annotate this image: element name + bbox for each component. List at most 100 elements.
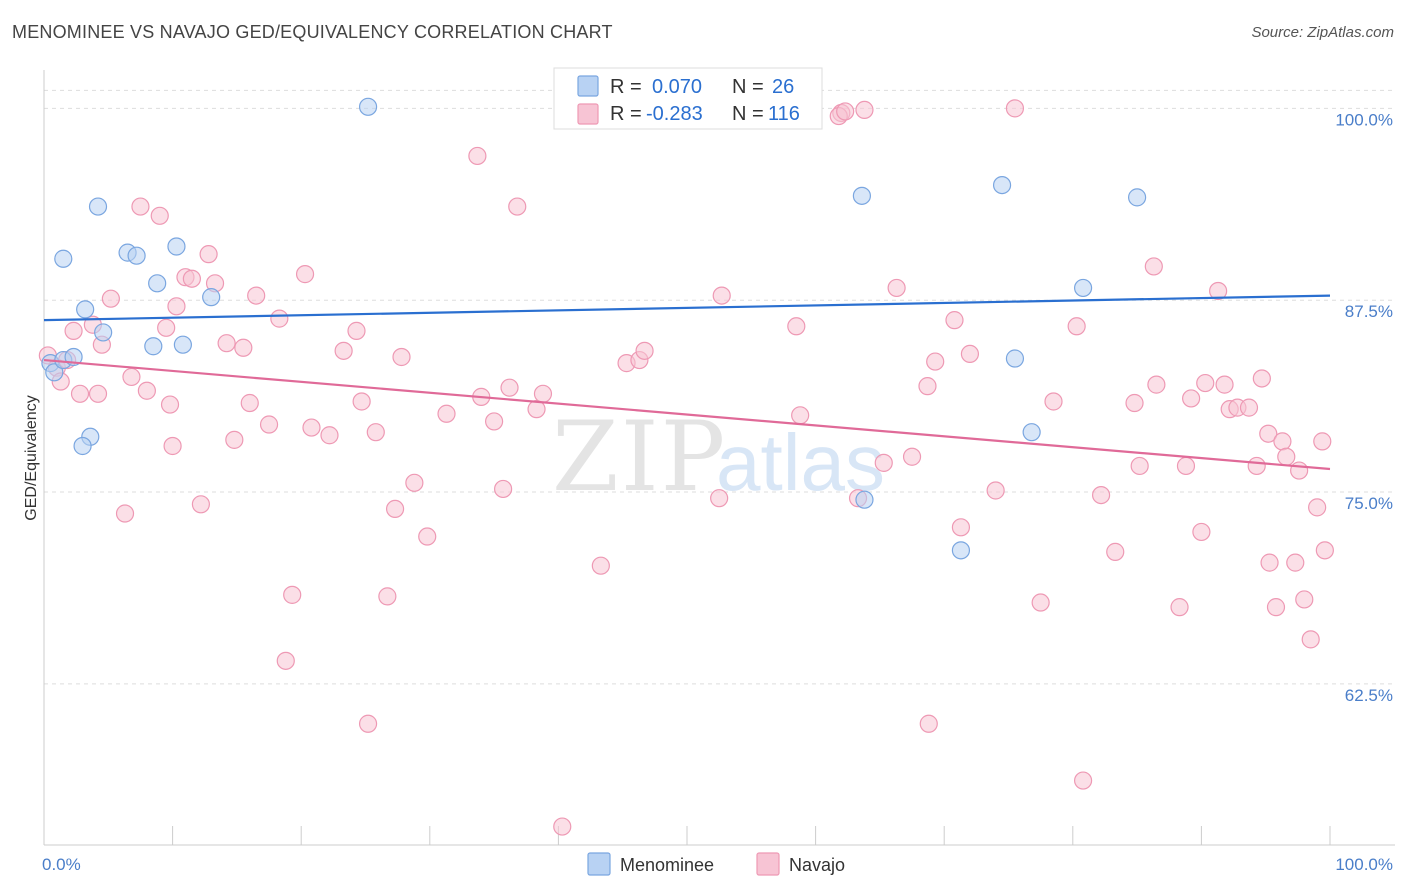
legend-n-label-navajo: N = [732, 103, 764, 125]
navajo-point [240, 393, 259, 413]
x-tick-labels: 0.0% 100.0% [42, 855, 1393, 874]
bottom-legend-label-menominee: Menominee [620, 855, 714, 875]
navajo-point [635, 341, 654, 360]
navajo-point [157, 318, 176, 337]
legend-box [553, 67, 823, 130]
y-tick-label: 100.0% [1335, 110, 1393, 129]
navajo-point [1176, 456, 1196, 476]
navajo-point [234, 338, 253, 357]
navajo-point [378, 587, 397, 606]
navajo-point [352, 392, 371, 411]
navajo-point [1215, 375, 1234, 394]
legend-r-label-menominee: R = [610, 76, 642, 98]
navajo-point [1260, 553, 1279, 572]
menominee-point [855, 490, 874, 509]
bottom-legend-swatch-menominee [587, 852, 611, 876]
navajo-point [1286, 553, 1305, 572]
navajo-point [787, 317, 806, 336]
navajo-trend-line [43, 358, 1331, 471]
legend-swatch-navajo [577, 103, 599, 125]
navajo-point [1313, 432, 1332, 451]
navajo-point [160, 395, 180, 414]
navajo-point [366, 423, 385, 442]
y-tick-label: 62.5% [1345, 686, 1393, 705]
navajo-point [468, 146, 487, 166]
navajo-point [887, 278, 906, 298]
navajo-point [960, 344, 980, 364]
navajo-point [919, 714, 938, 733]
gridlines [44, 89, 1395, 685]
navajo-point [1315, 541, 1334, 560]
navajo-point [902, 447, 922, 466]
menominee-point [148, 274, 167, 293]
navajo-point [199, 245, 218, 264]
navajo-point [1273, 432, 1292, 451]
menominee-point [144, 337, 163, 356]
navajo-point [225, 430, 244, 449]
navajo-point [88, 384, 108, 403]
navajo-point [1295, 590, 1314, 609]
menominee-point [45, 363, 64, 382]
menominee-point [173, 335, 192, 354]
menominee-point [167, 237, 186, 256]
navajo-point [1170, 598, 1189, 617]
legend: R = 0.070 N = 26 R = -0.283 N = 116 [553, 67, 823, 130]
navajo-point [302, 418, 321, 437]
menominee-point [202, 288, 221, 307]
navajo-point [405, 473, 424, 492]
bottom-legend-label-navajo: Navajo [789, 855, 845, 875]
navajo-point [163, 436, 182, 456]
navajo-point [334, 341, 353, 360]
navajo-point [533, 384, 553, 403]
navajo-point [836, 102, 855, 121]
legend-r-value-navajo: -0.283 [646, 103, 703, 125]
navajo-point [1091, 485, 1111, 505]
x-tick-label: 100.0% [1335, 855, 1393, 874]
legend-r-value-menominee: 0.070 [652, 76, 702, 98]
legend-n-label-menominee: N = [732, 76, 764, 98]
navajo-point [1301, 630, 1320, 649]
navajo-point [115, 504, 135, 523]
navajo-point [217, 334, 236, 353]
y-tick-label: 75.0% [1345, 494, 1393, 513]
navajo-point [500, 378, 519, 397]
navajo-point [137, 381, 156, 400]
menominee-point [1127, 188, 1147, 207]
navajo-point [1308, 498, 1327, 517]
navajo-point [918, 377, 937, 396]
navajo-point [1209, 281, 1228, 301]
navajo-point [485, 412, 504, 431]
navajo-point [1192, 522, 1211, 542]
bottom-legend: Menominee Navajo [587, 852, 845, 876]
navajo-point [1067, 317, 1086, 336]
menominee-point [127, 246, 146, 265]
navajo-point [437, 404, 456, 423]
navajo-point [131, 197, 150, 216]
menominee-point [88, 197, 108, 216]
navajo-point [1106, 542, 1125, 561]
y-axis-label: GED/Equivalency [23, 395, 40, 520]
navajo-point [295, 265, 315, 284]
menominee-point [358, 97, 378, 116]
navajo-point [70, 384, 90, 403]
navajo-point [276, 651, 295, 670]
navajo-point [259, 415, 279, 434]
navajo-point [358, 714, 378, 733]
navajo-points [38, 99, 1334, 836]
navajo-point [1277, 447, 1296, 466]
navajo-point [874, 453, 893, 472]
navajo-point [1144, 257, 1163, 276]
trend-lines [43, 294, 1331, 471]
bottom-legend-swatch-navajo [756, 852, 780, 876]
navajo-point [247, 286, 266, 305]
menominee-point [73, 436, 92, 456]
x-tick-marks [172, 826, 1331, 845]
navajo-point [926, 352, 945, 371]
navajo-point [283, 585, 302, 604]
axes [43, 70, 1395, 846]
y-tick-labels: 100.0% 87.5% 75.0% 62.5% [1335, 110, 1393, 704]
menominee-point [992, 175, 1012, 195]
menominee-point [76, 300, 95, 319]
navajo-point [1031, 593, 1050, 612]
